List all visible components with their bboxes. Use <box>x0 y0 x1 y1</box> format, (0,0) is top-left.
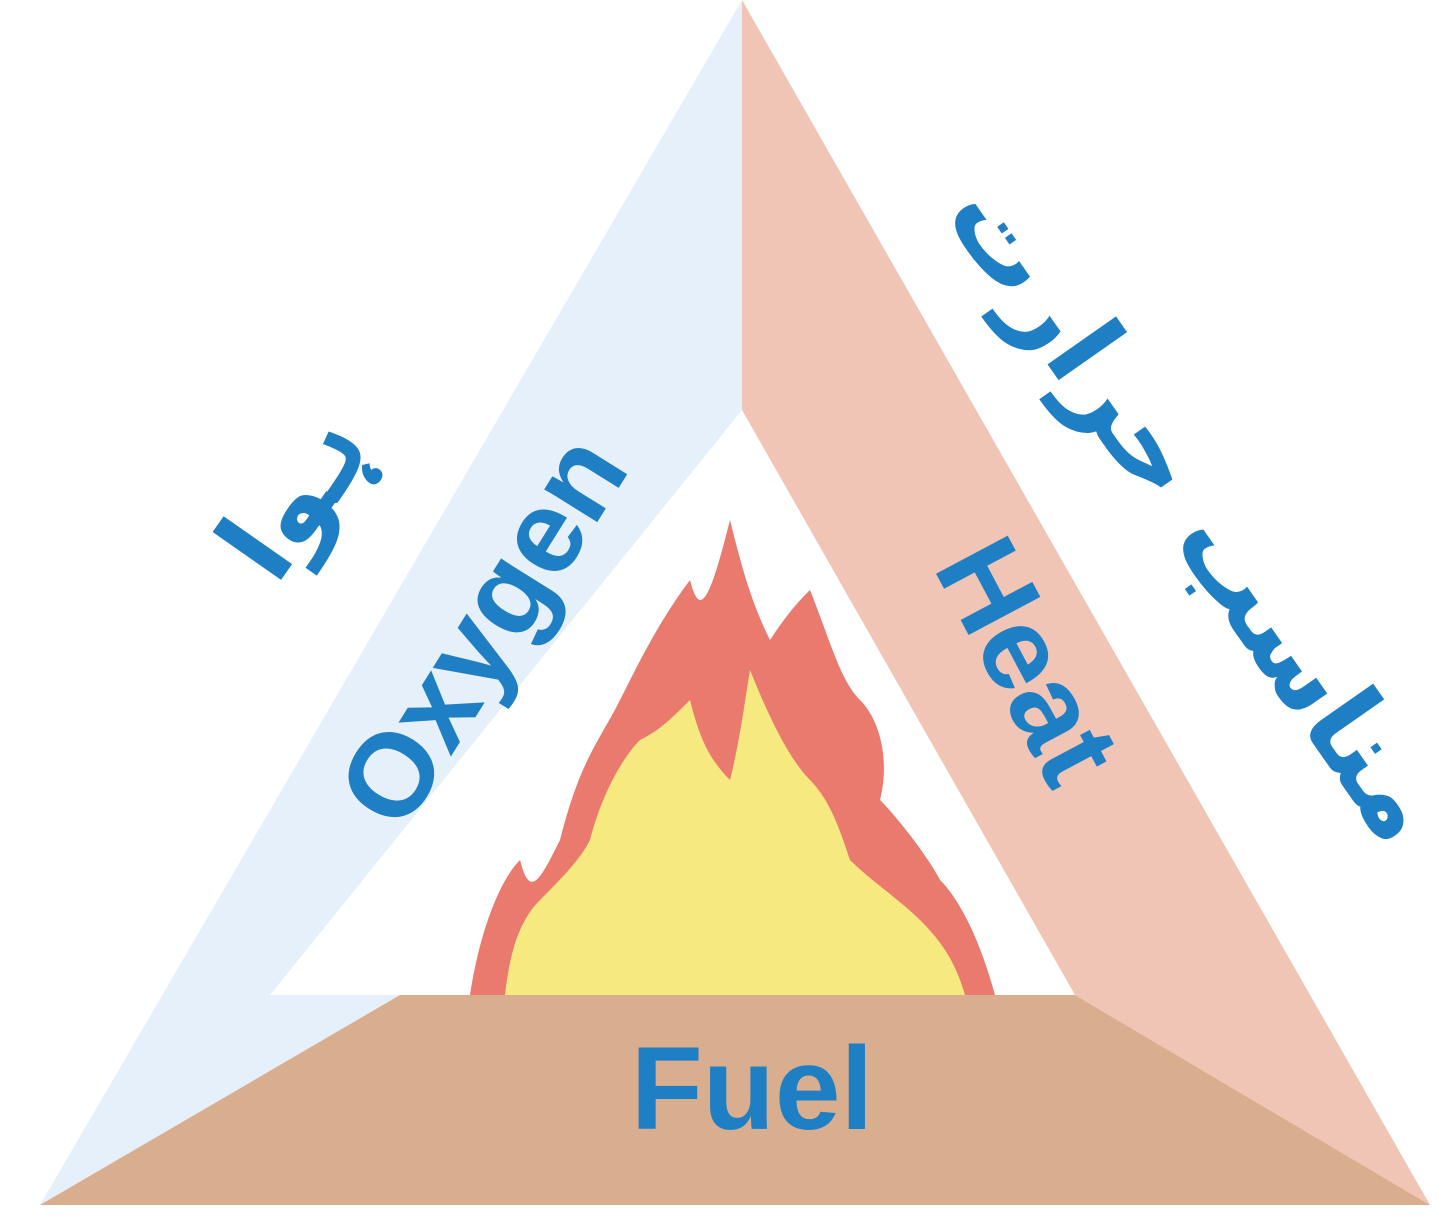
fuel-label: Fuel <box>631 1023 874 1155</box>
fire-triangle: Oxygen Heat Fuel ہوا مناسب حرارت <box>0 0 1439 1217</box>
